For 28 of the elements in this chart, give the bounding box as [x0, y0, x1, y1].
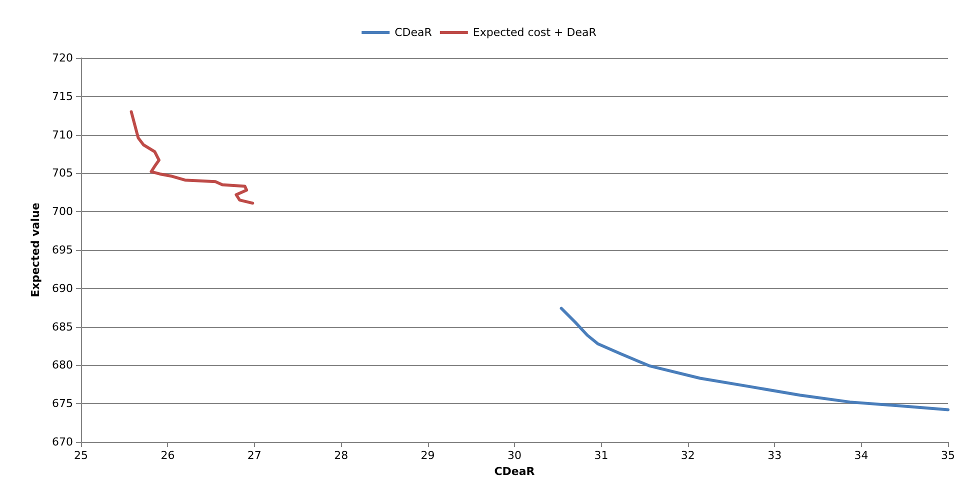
y-tick-label: 695 [52, 244, 73, 256]
x-tick-label: 34 [854, 449, 868, 462]
line-series [130, 110, 254, 205]
y-tick-label: 700 [52, 205, 73, 218]
x-tick-label: 33 [768, 449, 782, 462]
x-tick-label: 25 [74, 449, 88, 462]
y-tick-label: 675 [52, 397, 73, 410]
x-tick-label: 27 [247, 449, 262, 462]
y-tick-label: 720 [52, 52, 73, 64]
y-axis-title: Expected value [29, 202, 42, 298]
x-tick-label: 28 [334, 449, 348, 462]
legend-label: CDeaR [394, 26, 432, 39]
x-tick-label: 29 [420, 449, 435, 462]
y-tick-label: 670 [52, 436, 73, 448]
y-tick-label: 690 [52, 282, 73, 295]
x-tick-label: 31 [594, 449, 608, 462]
y-tick-label: 710 [52, 128, 73, 142]
legend-label: Expected cost + DeaR [472, 26, 597, 39]
line-series [560, 306, 950, 412]
y-tick-label: 715 [52, 90, 73, 103]
x-tick-label: 35 [941, 449, 955, 462]
x-tick-label: 30 [508, 449, 522, 462]
x-tick-label: 32 [680, 449, 695, 462]
y-tick-label: 685 [52, 320, 73, 334]
y-tick-label: 680 [52, 358, 73, 372]
y-tick-label: 705 [52, 166, 73, 180]
x-axis-title: CDeaR [494, 465, 536, 478]
x-tick-label: 26 [160, 449, 175, 462]
